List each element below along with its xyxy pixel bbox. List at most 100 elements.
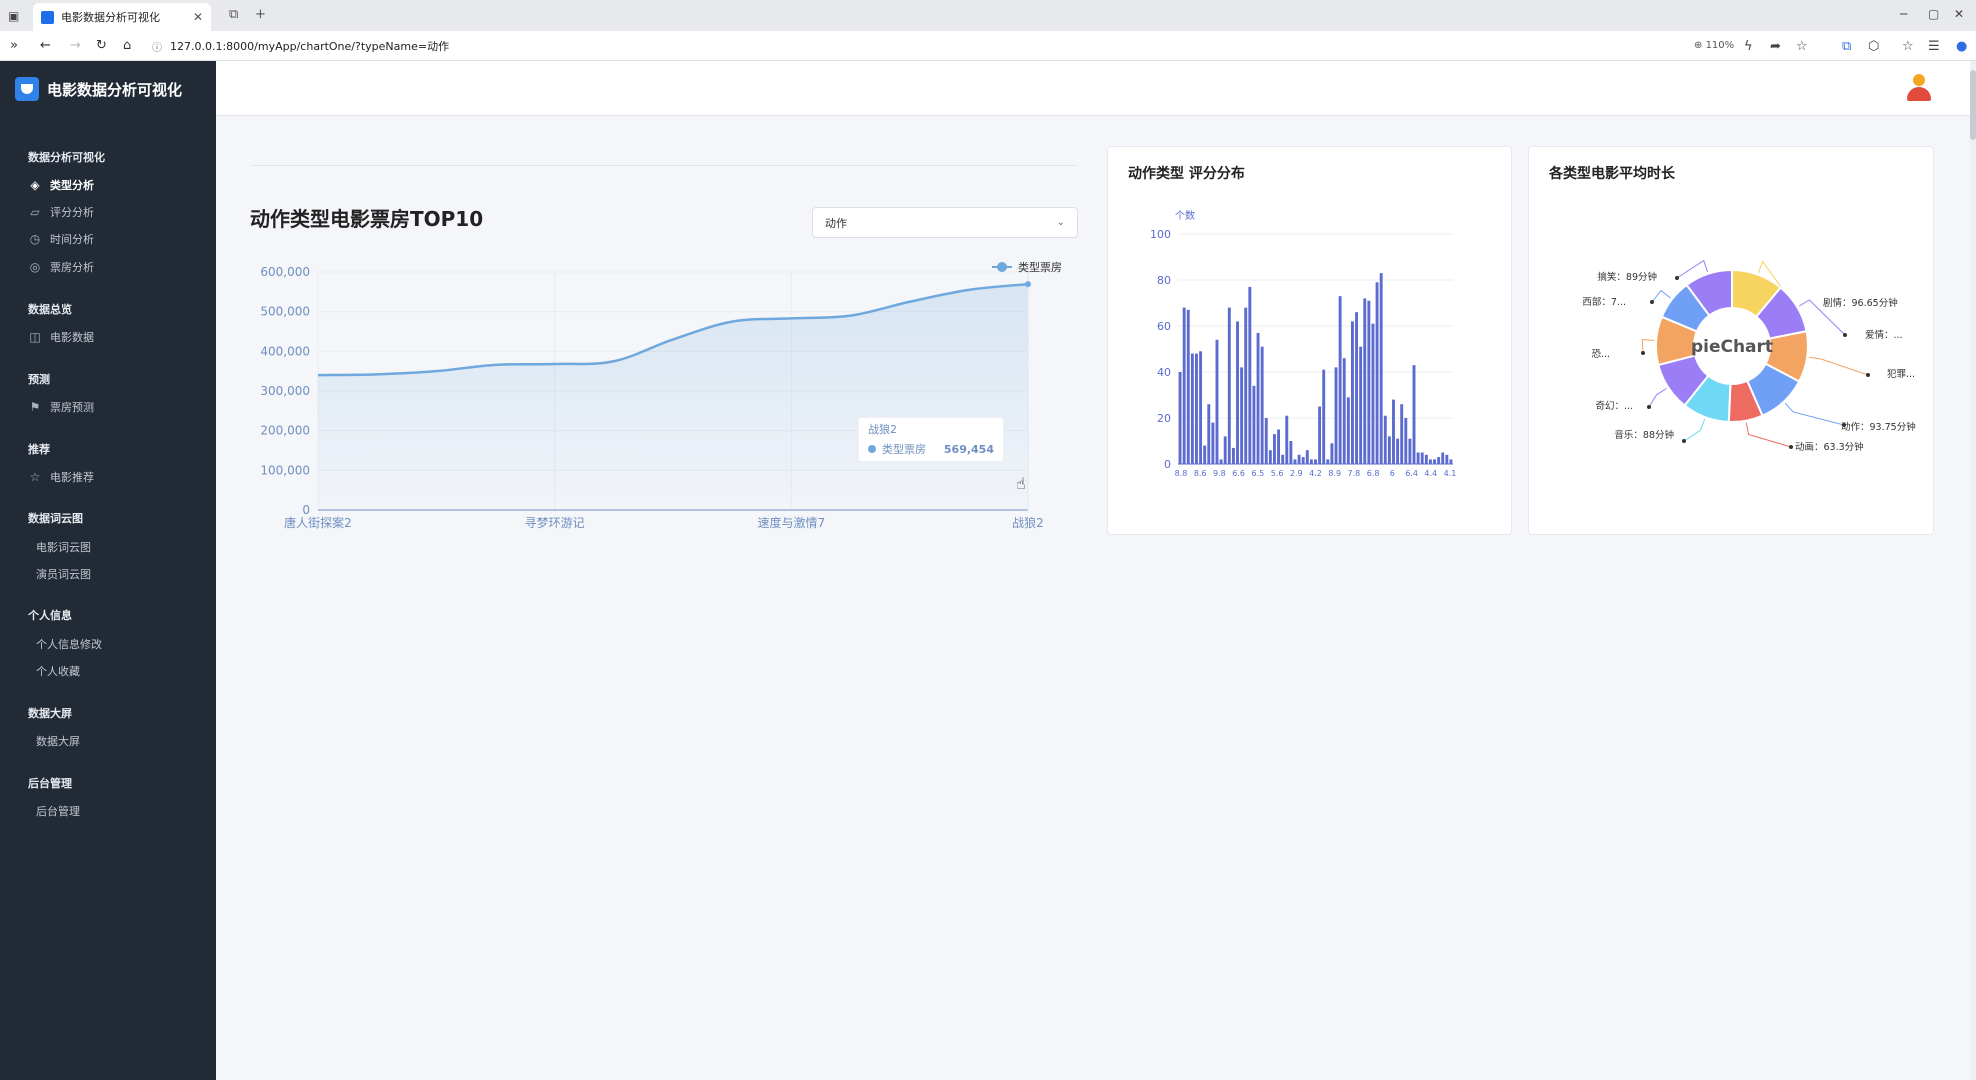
url-field[interactable]: ⓘ 127.0.0.1:8000/myApp/chartOne/?typeNam… xyxy=(152,36,1692,56)
translate-icon[interactable]: ⧉ xyxy=(1842,39,1852,54)
bar xyxy=(1375,282,1379,464)
star-icon: ☆ xyxy=(29,470,41,484)
tab-favicon-icon xyxy=(41,10,54,24)
slice-label: 动画：63.3分钟 xyxy=(1795,441,1864,453)
sidebar-item-admin[interactable]: 后台管理 xyxy=(36,805,80,818)
tooltip-marker xyxy=(868,445,876,453)
zoom-level[interactable]: ⊕ 110% xyxy=(1694,40,1735,51)
x-tick-label: 9.8 xyxy=(1213,469,1226,478)
bar xyxy=(1420,452,1424,464)
sidebar-item-type-analysis[interactable]: ◈ 类型分析 xyxy=(28,177,94,193)
tab-actions-icon[interactable]: ⧉ xyxy=(229,7,239,22)
browser-tab[interactable]: 电影数据分析可视化 ✕ xyxy=(33,3,211,31)
bar xyxy=(1248,286,1252,464)
y-tick-label: 400,000 xyxy=(260,344,310,358)
bar xyxy=(1277,429,1281,464)
favorites-icon[interactable]: ☆ xyxy=(1902,39,1914,54)
duration-card: 各类型电影平均时长 剧情：96.65分钟 爱情：... 犯罪... 动作：93.75分… xyxy=(1528,146,1934,535)
label-line xyxy=(1651,289,1671,303)
type-select[interactable]: 动作 ⌄ xyxy=(812,207,1078,238)
sidebar-item-bigscreen[interactable]: 数据大屏 xyxy=(36,735,80,748)
chevron-down-icon: ⌄ xyxy=(1056,217,1065,228)
label-line xyxy=(1784,402,1845,426)
sidebar-item-movie-data[interactable]: ◫ 电影数据 xyxy=(29,330,94,344)
sidebar-item-actor-wordcloud[interactable]: 演员词云图 xyxy=(36,568,91,581)
y-tick-label: 40 xyxy=(1157,366,1171,379)
window-close-icon[interactable]: ✕ xyxy=(1954,7,1965,21)
sidebar-item-rating-analysis[interactable]: ▱ 评分分析 xyxy=(28,204,94,220)
tab-close-icon[interactable]: ✕ xyxy=(192,10,203,24)
sidebar-item-movie-recommend[interactable]: ☆ 电影推荐 xyxy=(29,470,94,484)
rating-icon: ▱ xyxy=(30,205,40,219)
x-tick-label: 6.8 xyxy=(1367,469,1380,478)
bar xyxy=(1309,459,1313,464)
divider xyxy=(250,165,1078,166)
rating-bar-chart[interactable]: 个数 0 20 40 60 80 100 8.8 8.6 9.8 6.6 6.5 5.6 2.9 4.2 8.… xyxy=(1108,197,1511,527)
bar xyxy=(1383,415,1387,464)
bar xyxy=(1338,296,1342,464)
forward-icon[interactable]: → xyxy=(70,38,81,53)
box-office-line-chart[interactable]: 0 100,000 200,000 300,000 400,000 500,000 600,… xyxy=(250,255,1080,540)
bar xyxy=(1285,415,1289,464)
site-info-icon[interactable]: ⓘ xyxy=(152,42,162,54)
back-icon[interactable]: ← xyxy=(40,38,51,53)
sidebar-item-profile-edit[interactable]: 个人信息修改 xyxy=(36,638,102,651)
bookmark-add-icon[interactable]: ☆ xyxy=(1796,39,1808,54)
extensions-icon[interactable]: ⬡ xyxy=(1868,39,1880,54)
bar xyxy=(1273,434,1276,464)
label-line xyxy=(1798,299,1846,336)
url-text: 127.0.0.1:8000/myApp/chartOne/?typeName=… xyxy=(170,40,450,53)
slice-label: 爱情：... xyxy=(1865,329,1903,341)
bar xyxy=(1236,321,1239,464)
minimize-icon[interactable]: ─ xyxy=(1900,7,1908,21)
bar xyxy=(1334,367,1338,464)
brand[interactable]: 电影数据分析可视化 xyxy=(15,77,182,101)
sidebar-item-box-office-analysis[interactable]: ◎ 票房分析 xyxy=(29,260,94,274)
y-tick-label: 0 xyxy=(1164,458,1171,471)
sidebar-item-favorites[interactable]: 个人收藏 xyxy=(36,665,80,678)
label-dot xyxy=(1650,300,1654,304)
user-avatar-icon[interactable] xyxy=(1906,74,1932,104)
page-scrollbar[interactable] xyxy=(1970,61,1976,1080)
bar xyxy=(1346,397,1350,464)
bar xyxy=(1363,298,1367,464)
section-title-bigscreen: 数据大屏 xyxy=(28,707,72,720)
slice-label: 犯罪... xyxy=(1887,369,1915,380)
sidebar-item-movie-wordcloud[interactable]: 电影词云图 xyxy=(36,541,91,554)
bar xyxy=(1305,450,1309,464)
browser-sidebar-icon[interactable]: ▣ xyxy=(8,9,20,23)
y-tick-label: 60 xyxy=(1157,320,1171,333)
bar xyxy=(1256,332,1260,464)
y-tick-label: 500,000 xyxy=(260,305,310,319)
sidebar-expand-icon[interactable]: » xyxy=(10,38,18,53)
bar xyxy=(1211,422,1215,464)
scrollbar-thumb[interactable] xyxy=(1970,70,1976,140)
sidebar-item-box-office-prediction[interactable]: ⚑ 票房预测 xyxy=(29,400,94,414)
menu-icon[interactable]: ☰ xyxy=(1928,39,1940,54)
home-icon[interactable]: ⌂ xyxy=(123,38,132,53)
sidebar-item-time-analysis[interactable]: ◷ 时间分析 xyxy=(29,232,94,246)
slice-label: 音乐：88分钟 xyxy=(1614,429,1674,441)
bar xyxy=(1244,307,1248,464)
section-title-overview: 数据总览 xyxy=(28,303,72,316)
legend-marker xyxy=(997,262,1007,272)
profile-icon[interactable]: ● xyxy=(1956,39,1968,54)
flash-icon[interactable]: ϟ xyxy=(1744,39,1753,54)
bar xyxy=(1281,454,1285,464)
bar xyxy=(1207,404,1211,464)
page-title: 动作类型电影票房TOP10 xyxy=(250,207,484,231)
reload-icon[interactable]: ↻ xyxy=(96,38,107,53)
x-tick-label: 7.8 xyxy=(1348,469,1361,478)
browser-tab-bar: ▣ 电影数据分析可视化 ✕ ⧉ + ─ ▢ ✕ xyxy=(0,0,1976,31)
maximize-icon[interactable]: ▢ xyxy=(1928,7,1940,21)
top-header xyxy=(216,61,1971,116)
bar xyxy=(1260,346,1264,464)
share-icon[interactable]: ➦ xyxy=(1770,39,1781,54)
slice-label: 奇幻：... xyxy=(1595,400,1633,412)
type-select-value: 动作 xyxy=(825,216,847,230)
slice-label: 搞笑：89分钟 xyxy=(1597,271,1657,283)
bar xyxy=(1392,399,1395,464)
new-tab-icon[interactable]: + xyxy=(255,7,266,22)
x-tick-label: 寻梦环游记 xyxy=(525,516,585,530)
